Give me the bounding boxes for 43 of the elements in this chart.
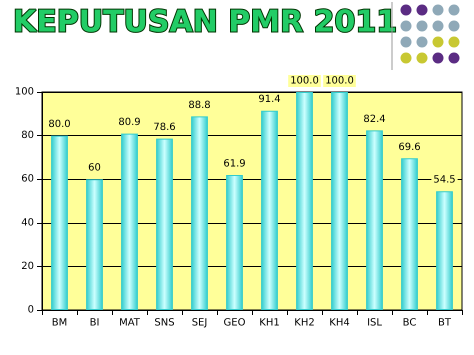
data-label: 54.5: [433, 174, 456, 186]
bar: [261, 110, 278, 310]
y-tick-label: 60: [21, 174, 34, 185]
x-tick-label: KH4: [329, 318, 350, 328]
bar: [226, 175, 243, 310]
y-tick-label: 40: [21, 217, 34, 228]
bar: [121, 134, 138, 310]
data-label: 60: [88, 162, 101, 174]
y-tick-label: 20: [21, 260, 34, 272]
x-tick-label: BT: [438, 318, 452, 328]
bar: [331, 92, 348, 310]
data-label: 100.0: [325, 76, 354, 86]
data-label: 91.4: [258, 94, 281, 106]
data-label: 78.6: [153, 122, 176, 134]
y-tick-label: 100: [14, 86, 34, 98]
x-tick-label: MAT: [119, 318, 141, 328]
data-label: 82.4: [363, 114, 386, 125]
bar: [51, 136, 68, 310]
x-tick-label: KH1: [259, 318, 280, 328]
data-label: 80.9: [118, 117, 141, 128]
y-tick-label: 0: [28, 304, 34, 316]
data-label: 69.6: [398, 142, 421, 153]
data-label: 80.0: [48, 119, 71, 130]
bar: [436, 191, 453, 310]
x-tick-label: BC: [402, 318, 416, 328]
x-tick-label: ISL: [367, 318, 382, 328]
x-tick-label: SNS: [154, 318, 175, 328]
x-tick-label: BI: [90, 318, 100, 328]
data-label: 88.8: [188, 100, 211, 111]
bar: [191, 116, 208, 310]
bar: [86, 179, 103, 310]
data-label: 61.9: [223, 158, 246, 170]
bar: [296, 92, 313, 310]
bar: [156, 138, 173, 310]
bar: [401, 158, 418, 310]
y-tick-label: 80: [21, 130, 34, 142]
bar: [366, 130, 383, 310]
chart-title: KEPUTUSAN PMR 2011: [13, 4, 398, 40]
x-tick-label: BM: [52, 318, 68, 328]
x-tick-label: GEO: [224, 318, 246, 328]
data-label: 100.0: [290, 76, 319, 86]
x-tick-label: SEJ: [192, 318, 208, 328]
x-tick-label: KH2: [294, 318, 315, 328]
